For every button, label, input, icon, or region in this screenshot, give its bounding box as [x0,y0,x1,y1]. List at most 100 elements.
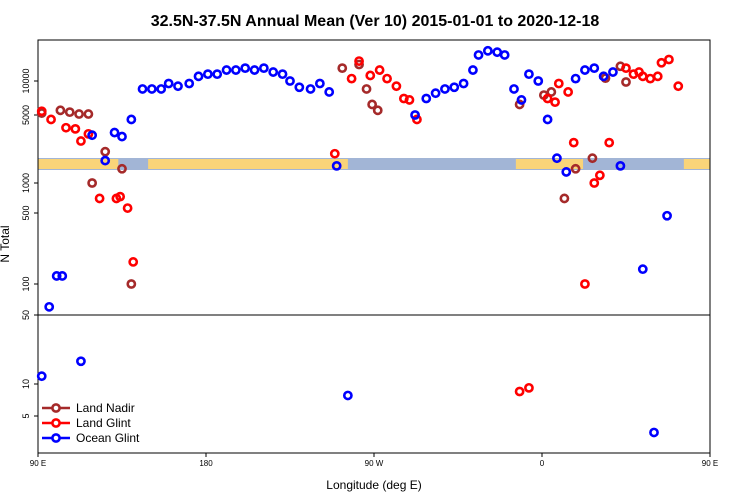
land-glint-point [128,257,139,267]
ocean-glint-point [492,47,503,58]
ocean-glint-point [173,81,183,92]
y-tick-label: 1000 [21,173,31,193]
ocean-glint-point [126,114,137,125]
y-tick-label: 5 [21,413,31,418]
ocean-glint-point [342,390,353,401]
legend-item-ocean-glint: Ocean Glint [42,431,140,445]
land-nadir-point [74,109,84,119]
ocean-glint-point [608,67,618,77]
ocean-glint-point [230,65,241,75]
land-nadir-point [87,178,98,188]
land-glint-point [36,106,47,117]
land-nadir-point [367,99,378,110]
y-tick-label: 10000 [21,68,31,93]
land-glint-point [589,178,600,188]
ocean-glint-point [449,82,460,93]
x-tick-label: 180 [199,459,213,468]
x-tick-label: 90 W [365,459,384,468]
ocean-glint-point [109,127,120,138]
ocean-glint-point [314,78,325,89]
ocean-glint-point [552,153,562,164]
ocean-glint-point [324,87,335,97]
ocean-glint-point [580,65,590,75]
legend-swatch-marker [51,418,61,428]
land-nadir-point [83,109,94,119]
y-tick-label: 5000 [21,105,31,125]
ocean-glint-point [410,110,420,120]
land-glint-point [61,122,71,133]
land-glint-point [550,97,560,108]
ocean-glint-point [51,271,62,281]
land-glint-point [580,279,590,289]
land-glint-point [122,203,133,213]
land-glint-point [76,136,86,146]
ocean-glint-point [516,95,527,105]
land-glint-point [94,193,105,204]
land-segment [38,159,119,169]
land-glint-point [553,78,564,89]
ocean-glint-point [240,63,251,74]
ocean-glint-point [184,78,195,89]
land-glint-point [594,170,605,181]
data-points [36,45,684,438]
x-tick-label: 90 E [702,459,718,468]
y-tick-label: 10 [21,379,31,389]
ocean-glint-point [649,427,659,438]
series-land-nadir [36,59,631,289]
land-glint-point [365,70,376,81]
ocean-glint-point [458,78,469,89]
ocean-glint-point [615,160,626,171]
ocean-glint-point [76,356,86,367]
y-tick-label: 500 [21,205,31,220]
land-glint-point [354,56,364,67]
ocean-glint-point [285,76,295,86]
x-axis-ticks: 90 E 180 90 W 0 90 E [30,453,718,468]
ocean-glint-point [533,76,544,86]
land-glint-point [514,386,525,397]
land-nadir-point [64,107,75,118]
land-nadir-point [100,146,111,157]
ocean-glint-point [482,45,493,56]
ocean-glint-point [561,167,572,177]
y-axis-label: N Total [0,225,12,262]
legend-item-land-nadir: Land Nadir [42,401,135,415]
land-nadir-point [126,279,137,289]
ocean-glint-point [542,114,553,125]
ocean-glint-point [193,71,204,82]
ocean-glint-point [294,82,305,93]
land-glint-point [656,57,667,68]
land-glint-point [563,87,574,97]
land-glint-point [621,63,631,74]
series-ocean-glint [36,45,672,438]
land-glint-point [70,123,81,134]
land-glint-point [374,65,385,75]
legend-label: Land Nadir [76,401,135,415]
legend-label: Land Glint [76,416,131,430]
land-glint-point [391,81,402,92]
land-nadir-point [117,163,127,174]
ocean-glint-point [57,271,68,281]
ocean-glint-point [473,50,484,60]
land-glint-point [673,81,684,92]
land-glint-point [652,71,663,82]
land-nadir-point [337,63,348,74]
legend-swatch-marker [51,433,61,443]
land-nadir-point [559,193,570,204]
ocean-glint-point [44,301,55,312]
legend-item-land-glint: Land Glint [42,416,131,430]
land-nadir-point [587,153,598,164]
land-segment [515,159,584,169]
x-axis-label: Longitude (deg E) [326,478,421,492]
ocean-glint-point [249,65,260,75]
land-glint-point [524,382,534,393]
ocean-glint-point [277,69,288,80]
land-segment [148,159,348,169]
land-glint-point [46,114,56,125]
land-segment [683,159,710,169]
ocean-glint-point [430,88,441,99]
ocean-glint-point [202,69,213,80]
ocean-glint-point [509,84,519,94]
ocean-glint-point [137,84,148,94]
land-nadir-point [570,163,581,174]
